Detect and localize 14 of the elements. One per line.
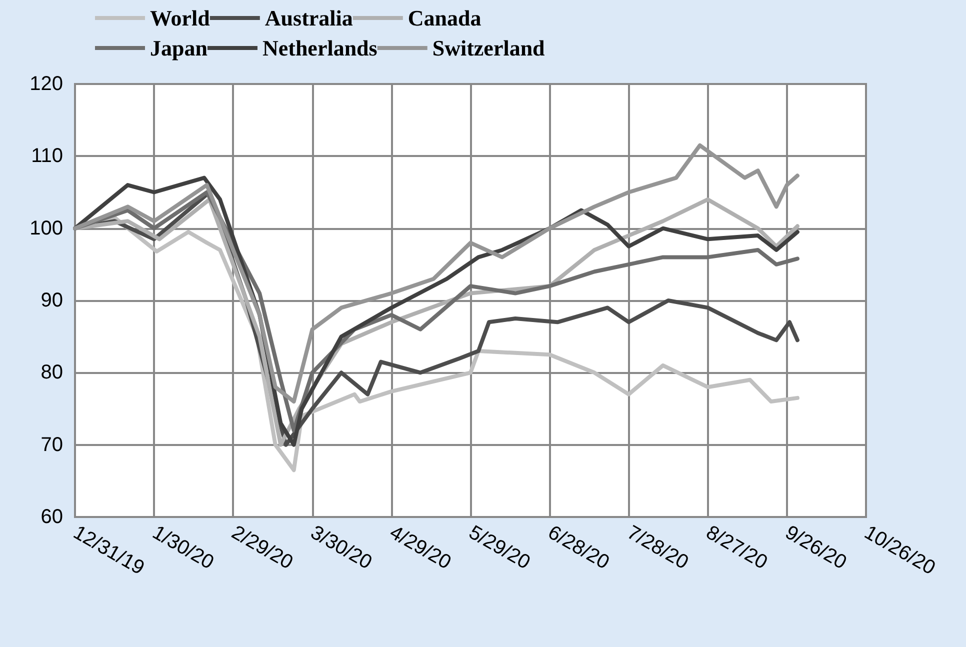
y-tick-label: 120 [30,73,63,95]
legend-label: Australia [264,6,353,30]
y-tick-label: 80 [40,362,63,384]
legend-label: Switzerland [432,36,545,60]
y-tick-label: 110 [31,145,63,168]
y-tick-label: 60 [40,506,63,528]
legend-label: Canada [408,6,482,30]
y-tick-label: 70 [40,434,63,456]
y-tick-label: 100 [30,217,63,240]
legend-label: Netherlands [262,36,378,60]
line-series [73,143,800,404]
legend-label: Japan [150,36,208,60]
legend-label: World [150,6,210,30]
y-tick-label: 90 [40,290,63,312]
